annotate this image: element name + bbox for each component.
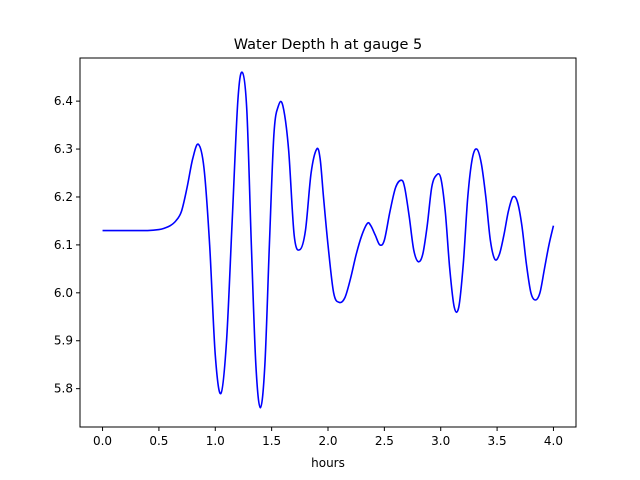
y-tick-label: 6.4 xyxy=(54,94,73,108)
y-tick-label: 6.0 xyxy=(54,286,73,300)
y-tick-label: 6.1 xyxy=(54,238,73,252)
x-tick-label: 0.0 xyxy=(93,434,112,448)
x-tick-label: 3.0 xyxy=(431,434,450,448)
series-line xyxy=(102,71,555,409)
y-tick-label: 6.2 xyxy=(54,190,73,204)
x-tick-label: 1.5 xyxy=(262,434,281,448)
x-tick-label: 2.0 xyxy=(318,434,337,448)
x-tick-label: 1.0 xyxy=(206,434,225,448)
x-axis-ticks: 0.0 0.5 1.0 1.5 2.0 2.5 3.0 3.5 4.0 xyxy=(93,427,563,448)
y-tick-label: 6.3 xyxy=(54,142,73,156)
chart-title: Water Depth h at gauge 5 xyxy=(234,37,422,53)
y-axis-ticks: 5.8 5.9 6.0 6.1 6.2 6.3 6.4 xyxy=(54,94,80,396)
x-tick-label: 2.5 xyxy=(375,434,394,448)
x-tick-label: 3.5 xyxy=(488,434,507,448)
y-tick-label: 5.9 xyxy=(54,334,73,348)
x-axis-label: hours xyxy=(311,456,345,470)
x-tick-label: 4.0 xyxy=(544,434,563,448)
y-tick-label: 5.8 xyxy=(54,382,73,396)
plot-area: 0.0 0.5 1.0 1.5 2.0 2.5 3.0 3.5 4.0 5.8 5.9 6.0 6.1… xyxy=(54,57,577,448)
series-group xyxy=(102,71,555,409)
x-tick-label: 0.5 xyxy=(149,434,168,448)
